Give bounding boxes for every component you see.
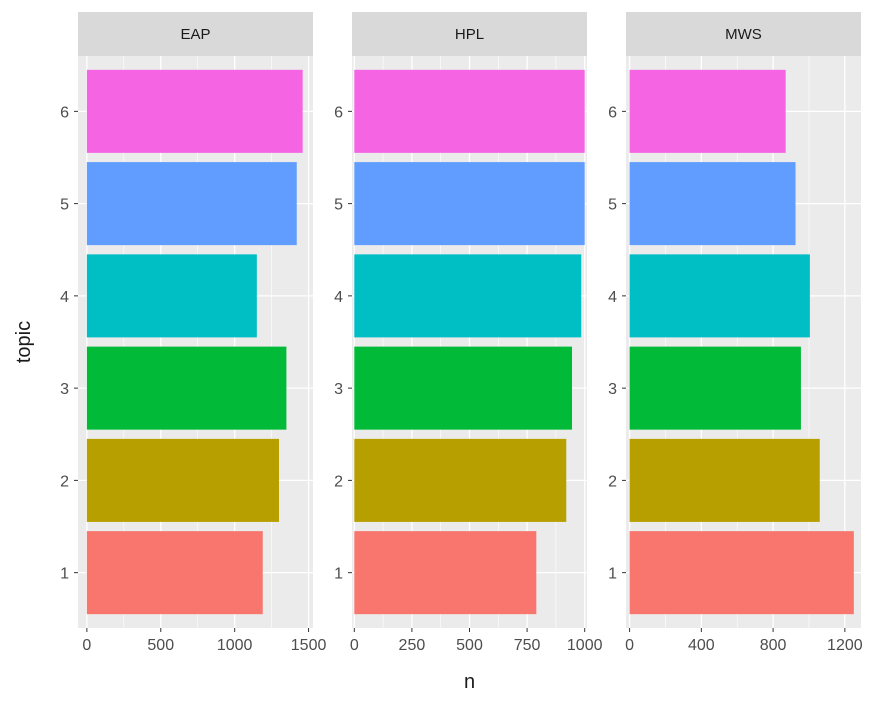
facet-strip-label: MWS (725, 26, 762, 43)
facet-strip-label: HPL (455, 26, 484, 43)
y-tick-label: 2 (608, 473, 617, 490)
bar-eap-topic-1 (86, 531, 263, 615)
x-tick-label: 1200 (827, 637, 863, 654)
bar-mws-topic-3 (629, 346, 801, 430)
y-tick-label: 4 (608, 289, 617, 306)
y-tick-label: 1 (608, 566, 617, 583)
bar-eap-topic-3 (86, 346, 287, 430)
y-tick-label: 5 (608, 197, 617, 214)
bar-mws-topic-2 (629, 438, 820, 522)
x-tick-label: 1000 (567, 637, 603, 654)
x-axis-title: n (464, 671, 475, 693)
bar-hpl-topic-3 (354, 346, 573, 430)
x-tick-label: 400 (688, 637, 715, 654)
y-tick-label: 6 (334, 104, 343, 121)
x-tick-label: 0 (82, 637, 91, 654)
x-tick-label: 250 (399, 637, 426, 654)
bar-eap-topic-5 (86, 162, 297, 246)
bar-mws-topic-1 (629, 531, 854, 615)
bar-eap-topic-2 (86, 438, 280, 522)
bar-eap-topic-6 (86, 69, 303, 153)
x-tick-label: 500 (147, 637, 174, 654)
x-tick-label: 0 (625, 637, 634, 654)
y-tick-label: 3 (608, 381, 617, 398)
facet-strip-label: EAP (180, 26, 210, 43)
y-tick-label: 1 (60, 566, 69, 583)
facet-strip (626, 12, 861, 56)
y-tick-label: 6 (60, 104, 69, 121)
x-tick-label: 750 (514, 637, 541, 654)
facet-panel-hpl (348, 12, 587, 632)
bar-mws-topic-6 (629, 69, 786, 153)
x-tick-label: 1500 (291, 637, 327, 654)
x-tick-label: 1000 (217, 637, 253, 654)
facet-strip (78, 12, 313, 56)
facet-strip (352, 12, 587, 56)
y-tick-label: 3 (60, 381, 69, 398)
facet-panel-eap (74, 12, 313, 632)
y-tick-label: 3 (334, 381, 343, 398)
y-tick-label: 6 (608, 104, 617, 121)
x-tick-label: 500 (456, 637, 483, 654)
bar-hpl-topic-4 (354, 254, 582, 338)
bar-hpl-topic-6 (354, 69, 585, 153)
bar-hpl-topic-5 (354, 162, 585, 246)
y-tick-label: 2 (60, 473, 69, 490)
facet-panel-mws (622, 12, 861, 632)
y-axis-title: topic (13, 321, 35, 363)
y-tick-label: 1 (334, 566, 343, 583)
y-tick-label: 4 (60, 289, 69, 306)
x-tick-label: 0 (350, 637, 359, 654)
y-tick-label: 2 (334, 473, 343, 490)
y-tick-label: 5 (334, 197, 343, 214)
bar-mws-topic-5 (629, 162, 796, 246)
bar-hpl-topic-2 (354, 438, 567, 522)
y-tick-label: 5 (60, 197, 69, 214)
bar-hpl-topic-1 (354, 531, 537, 615)
y-tick-label: 4 (334, 289, 343, 306)
bar-mws-topic-4 (629, 254, 810, 338)
x-tick-label: 800 (760, 637, 787, 654)
bar-eap-topic-4 (86, 254, 257, 338)
